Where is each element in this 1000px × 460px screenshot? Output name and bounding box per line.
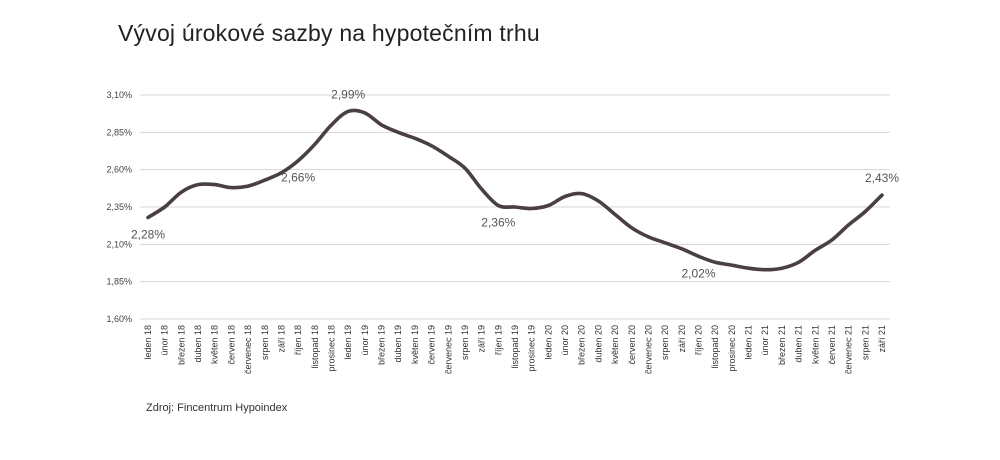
x-tick-label: leden 20: [543, 325, 553, 360]
x-tick-label: říjen 20: [694, 325, 704, 355]
x-tick-label: srpen 20: [660, 325, 670, 360]
x-tick-label: leden 18: [143, 325, 153, 360]
y-tick-label: 2,85%: [106, 127, 132, 137]
y-tick-label: 2,60%: [106, 165, 132, 175]
x-tick-label: únor 19: [360, 325, 370, 356]
x-tick-label: listopad 20: [710, 325, 720, 369]
x-tick-label: září 20: [677, 325, 687, 353]
x-tick-label: srpen 21: [860, 325, 870, 360]
x-tick-label: červen 18: [226, 325, 236, 365]
x-tick-label: únor 20: [560, 325, 570, 356]
y-tick-label: 2,10%: [106, 239, 132, 249]
x-tick-label: červen 19: [427, 325, 437, 365]
series-layer: [146, 108, 884, 272]
x-tick-label: červenec 20: [643, 325, 653, 374]
y-tick-label: 2,35%: [106, 202, 132, 212]
x-tick-label: duben 20: [593, 325, 603, 363]
x-tick-label: prosinec 19: [527, 325, 537, 372]
x-tick-label: únor 18: [160, 325, 170, 356]
x-tick-label: září 18: [276, 325, 286, 353]
x-tick-label: březen 21: [777, 325, 787, 365]
x-tick-label: květen 20: [610, 325, 620, 364]
grid-lines: [140, 94, 890, 320]
x-tick-label: říjen 18: [293, 325, 303, 355]
y-tick-label: 1,85%: [106, 277, 132, 287]
x-tick-label: červenec 21: [844, 325, 854, 374]
x-tick-label: prosinec 18: [327, 325, 337, 372]
x-tick-label: listopad 18: [310, 325, 320, 369]
x-tick-label: duben 18: [193, 325, 203, 363]
data-label: 2,99%: [331, 87, 365, 101]
data-label: 2,43%: [865, 171, 899, 185]
x-tick-label: březen 18: [176, 325, 186, 365]
x-tick-label: duben 21: [794, 325, 804, 363]
x-tick-label: květen 19: [410, 325, 420, 364]
x-tick-label: prosinec 20: [727, 325, 737, 372]
x-tick-label: květen 18: [210, 325, 220, 364]
data-annotations: 2,28% 2,66% 2,99% 2,36% 2,02% 2,43%: [131, 87, 899, 280]
source-note: Zdroj: Fincentrum Hypoindex: [146, 402, 288, 414]
x-tick-label: červen 20: [627, 325, 637, 365]
x-tick-label: březen 20: [577, 325, 587, 365]
series-line: [146, 108, 884, 272]
x-tick-label: leden 21: [744, 325, 754, 360]
data-label: 2,28%: [131, 227, 165, 241]
y-tick-label: 1,60%: [106, 314, 132, 324]
data-label: 2,02%: [681, 266, 715, 280]
x-tick-label: únor 21: [760, 325, 770, 356]
x-tick-label: září 19: [477, 325, 487, 353]
x-tick-label: červen 21: [827, 325, 837, 365]
x-tick-label: listopad 19: [510, 325, 520, 369]
x-tick-label: duben 19: [393, 325, 403, 363]
x-axis-tick-labels: leden 18 únor 18 březen 18 duben 18 květen 1…: [143, 325, 887, 374]
x-tick-label: červenec 18: [243, 325, 253, 374]
y-tick-label: 3,10%: [106, 90, 132, 100]
x-tick-label: říjen 19: [493, 325, 503, 355]
x-tick-label: květen 21: [810, 325, 820, 364]
x-tick-label: září 21: [877, 325, 887, 353]
data-label: 2,66%: [281, 171, 315, 185]
x-tick-label: červenec 19: [443, 325, 453, 374]
x-tick-label: srpen 19: [460, 325, 470, 360]
x-tick-label: srpen 18: [260, 325, 270, 360]
chart-title: Vývoj úrokové sazby na hypotečním trhu: [118, 20, 540, 46]
y-axis-tick-labels: 1,60% 1,85% 2,10% 2,35% 2,60% 2,85% 3,10%: [106, 90, 132, 324]
x-tick-label: březen 19: [377, 325, 387, 365]
x-tick-label: leden 19: [343, 325, 353, 360]
data-label: 2,36%: [481, 216, 515, 230]
